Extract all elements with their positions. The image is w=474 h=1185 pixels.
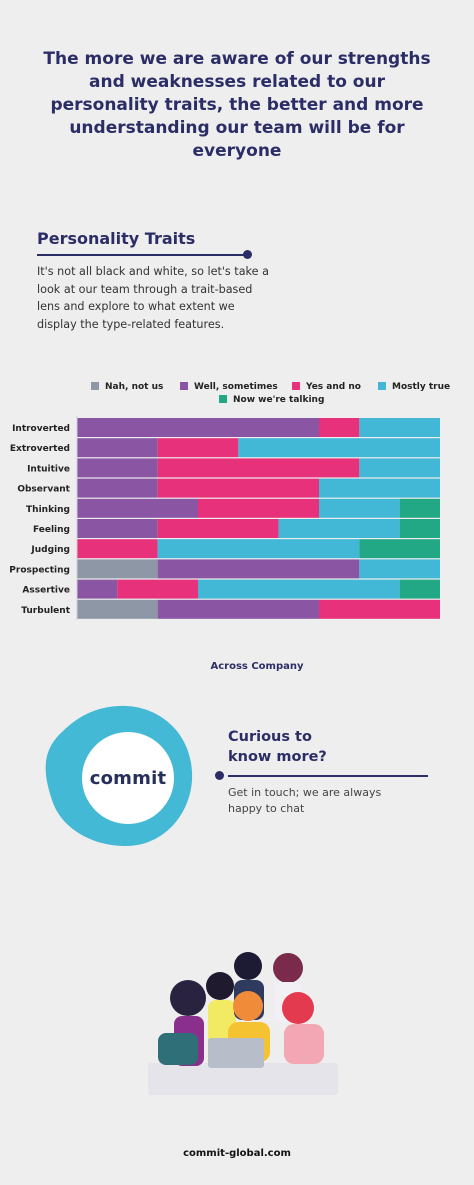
laptop xyxy=(208,1038,264,1068)
bar-segment xyxy=(157,438,239,458)
bar-segment xyxy=(198,498,319,518)
commit-logo-text: commit xyxy=(89,767,167,789)
legend-item: Now we're talking xyxy=(219,395,324,405)
cta-underline xyxy=(228,775,428,777)
bar-segment xyxy=(157,458,360,478)
legend-item: Yes and no xyxy=(292,382,361,392)
legend-label: Mostly true xyxy=(392,382,451,392)
bar-segment xyxy=(359,418,440,437)
title-underline-dot xyxy=(243,250,252,259)
bar-segment xyxy=(238,438,440,458)
bar-segment xyxy=(157,599,319,619)
title-underline xyxy=(37,254,245,256)
stacked-bar-chart: Introverted Extroverted Intuitive Observant… xyxy=(9,416,440,620)
bar-segment xyxy=(399,498,440,518)
bar-segment xyxy=(157,478,319,498)
category-label: Prospecting xyxy=(9,565,70,575)
chart-x-axis-label: Across Company xyxy=(210,661,304,672)
section-description: It's not all black and white, so let's t… xyxy=(37,265,269,331)
bar-segment xyxy=(157,559,360,579)
bar-segment xyxy=(278,519,400,538)
legend-item: Mostly true xyxy=(378,382,450,392)
cta-title: Curious to know more? xyxy=(228,729,327,765)
legend-swatch xyxy=(180,382,188,390)
legend-label: Yes and no xyxy=(306,382,361,392)
category-label: Intuitive xyxy=(27,464,70,474)
legend-label: Now we're talking xyxy=(233,395,325,405)
cta-underline-dot xyxy=(215,771,224,780)
legend-item: Well, sometimes xyxy=(180,382,278,392)
bar-segment xyxy=(399,519,440,538)
legend-swatch xyxy=(378,382,386,390)
bar-segment xyxy=(359,458,440,478)
category-label: Feeling xyxy=(33,525,70,535)
category-label: Assertive xyxy=(22,586,70,596)
category-label: Turbulent xyxy=(21,606,70,616)
category-label: Introverted xyxy=(12,424,70,434)
bar-segment xyxy=(198,579,400,599)
bar-segment xyxy=(77,539,158,559)
bar-segment xyxy=(117,579,198,599)
legend-label: Nah, not us xyxy=(105,382,164,392)
commit-logo[interactable]: commit xyxy=(82,732,174,824)
bar-segment xyxy=(77,579,118,599)
bar-segment xyxy=(77,438,158,458)
bar-segment xyxy=(157,519,279,538)
cta-description: Get in touch; we are always happy to cha… xyxy=(228,786,382,815)
category-label: Judging xyxy=(30,545,70,555)
bar-segment xyxy=(319,478,440,498)
bar-segment xyxy=(77,418,319,437)
bar-segment xyxy=(77,559,158,579)
bar-segment xyxy=(319,599,440,619)
footer-url[interactable]: commit-global.com xyxy=(183,1148,291,1159)
team-illustration xyxy=(148,952,338,1095)
bar-segment xyxy=(77,519,158,538)
legend-item: Nah, not us xyxy=(91,382,163,392)
bar-segment xyxy=(319,498,400,518)
legend-swatch xyxy=(292,382,300,390)
category-label: Observant xyxy=(17,485,70,495)
bar-segment xyxy=(359,559,440,579)
category-label: Thinking xyxy=(26,505,70,515)
category-label: Extroverted xyxy=(10,444,70,454)
legend-swatch xyxy=(91,382,99,390)
bar-segment xyxy=(319,418,360,437)
section-title: Personality Traits xyxy=(37,229,196,248)
person-hair xyxy=(170,980,206,1016)
bar-segment xyxy=(359,539,440,559)
bar-segment xyxy=(77,498,198,518)
bar-segment xyxy=(157,539,360,559)
bar-segment xyxy=(77,478,158,498)
bar-segment xyxy=(77,599,158,619)
legend-swatch xyxy=(219,395,227,403)
desk xyxy=(148,1063,338,1095)
bar-segment xyxy=(399,579,440,599)
legend-label: Well, sometimes xyxy=(194,382,278,392)
headline: The more we are aware of our strengths a… xyxy=(43,49,431,161)
bar-segment xyxy=(77,458,158,478)
